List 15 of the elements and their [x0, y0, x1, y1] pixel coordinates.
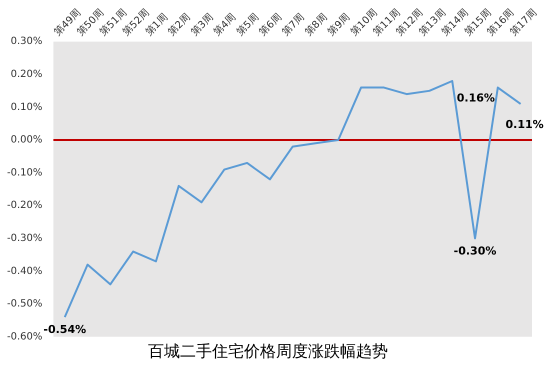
y-tick-label: -0.10%	[6, 167, 42, 178]
y-tick-label: -0.60%	[6, 331, 42, 342]
y-tick-label: -0.40%	[6, 266, 42, 277]
y-tick-label: -0.20%	[6, 200, 42, 212]
data-label: -0.54%	[43, 323, 86, 336]
data-label: 0.16%	[456, 92, 495, 105]
data-label: 0.11%	[506, 118, 544, 131]
y-tick-label: -0.50%	[6, 298, 42, 310]
y-tick-label: 0.10%	[10, 102, 42, 113]
y-tick-label: 0.20%	[10, 69, 42, 80]
data-label: -0.30%	[454, 244, 496, 258]
y-tick-label: -0.30%	[6, 233, 42, 244]
y-tick-label: 0.30%	[10, 36, 42, 48]
text: 百城二手住宅价格周度涨跌幅趋势	[148, 342, 388, 361]
y-tick-label: 0.00%	[10, 134, 42, 146]
